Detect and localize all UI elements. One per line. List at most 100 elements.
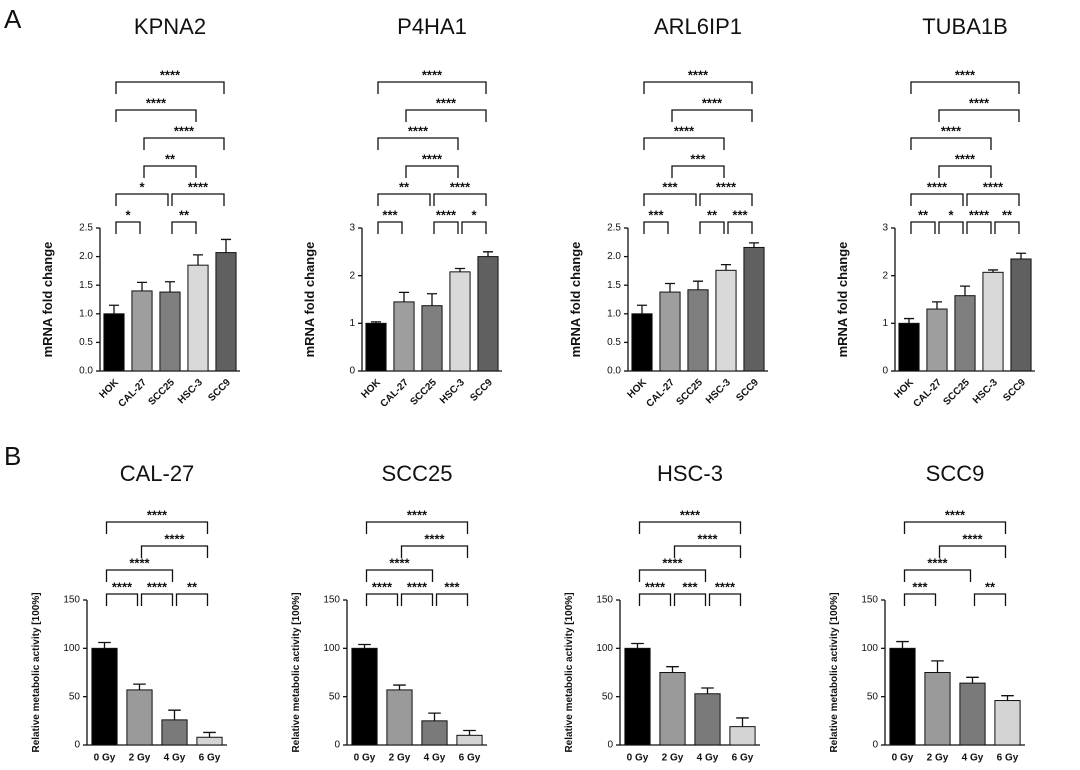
bar <box>959 682 986 746</box>
significance-bracket <box>699 193 753 206</box>
significance-bracket <box>115 193 169 206</box>
significance-label: **** <box>146 95 167 110</box>
x-tick-label: SCC25 <box>941 377 972 408</box>
bar <box>994 700 1021 746</box>
y-tick-label: 100 <box>63 643 80 654</box>
significance-bracket <box>171 221 197 234</box>
significance-bracket <box>105 521 209 534</box>
y-axis-label: Relative metabolic activity [100%] <box>564 592 575 752</box>
x-tick-label: SCC25 <box>146 377 177 408</box>
significance-bracket <box>377 81 487 94</box>
x-tick-label: HSC-3 <box>176 377 205 406</box>
x-tick-label: HSC-3 <box>971 377 1000 406</box>
significance-label: **** <box>662 555 683 570</box>
bar <box>386 689 413 746</box>
significance-bracket <box>377 221 403 234</box>
error-bar <box>903 317 915 324</box>
error-bar <box>108 304 120 314</box>
significance-label: ** <box>918 207 929 222</box>
error-bar <box>987 269 999 273</box>
significance-bracket <box>143 137 225 150</box>
x-tick-label: 2 Gy <box>662 753 684 764</box>
significance-label: **** <box>147 507 168 522</box>
bar <box>103 313 125 372</box>
significance-bracket <box>638 569 707 582</box>
significance-label: **** <box>680 507 701 522</box>
x-tick-label: CAL-27 <box>911 377 944 410</box>
bar <box>687 289 709 372</box>
significance-label: **** <box>955 67 976 82</box>
significance-label: ** <box>399 179 410 194</box>
error-bar <box>358 643 371 649</box>
bar <box>659 672 686 746</box>
significance-bracket <box>643 193 697 206</box>
significance-label: * <box>471 207 477 222</box>
significance-label: **** <box>436 95 457 110</box>
x-tick-label: CAL-27 <box>116 377 149 410</box>
error-bar <box>370 321 382 324</box>
bar <box>393 301 415 372</box>
significance-label: **** <box>407 507 428 522</box>
significance-label: *** <box>732 207 748 222</box>
significance-label: ** <box>985 579 996 594</box>
x-tick-label: SCC9 <box>468 377 495 404</box>
bar <box>743 246 765 372</box>
significance-label: ** <box>1002 207 1013 222</box>
significance-bracket <box>973 593 1007 606</box>
significance-label: **** <box>716 179 737 194</box>
chart-title: CAL-27 <box>120 461 195 486</box>
significance-bracket <box>910 137 992 150</box>
significance-bracket <box>903 593 937 606</box>
significance-bracket <box>435 593 469 606</box>
significance-label: *** <box>648 207 664 222</box>
significance-label: **** <box>372 579 393 594</box>
significance-label: *** <box>912 579 928 594</box>
significance-label: **** <box>645 579 666 594</box>
significance-label: **** <box>147 579 168 594</box>
significance-bracket <box>673 593 707 606</box>
y-tick-label: 150 <box>596 595 613 606</box>
y-axis-label: Relative metabolic activity [100%] <box>829 592 840 752</box>
bar <box>456 734 483 746</box>
y-tick-label: 100 <box>596 643 613 654</box>
error-bar <box>701 687 714 694</box>
significance-bracket <box>638 593 672 606</box>
chart-title: KPNA2 <box>134 14 206 39</box>
significance-bracket <box>938 545 1007 558</box>
significance-bracket <box>405 109 487 122</box>
x-tick-label: HOK <box>892 377 916 401</box>
y-axis-label: Relative metabolic activity [100%] <box>31 592 42 752</box>
bar <box>715 269 737 372</box>
significance-bracket <box>910 193 964 206</box>
error-bar <box>636 304 648 314</box>
significance-label: **** <box>129 555 150 570</box>
significance-label: **** <box>955 151 976 166</box>
significance-label: * <box>139 179 145 194</box>
error-bar <box>398 291 410 302</box>
significance-label: *** <box>682 579 698 594</box>
panel-label: B <box>4 441 21 471</box>
significance-bracket <box>400 593 434 606</box>
error-bar <box>192 254 204 266</box>
bar <box>196 736 223 746</box>
y-tick-label: 1 <box>349 318 355 329</box>
chart-title: TUBA1B <box>922 14 1008 39</box>
x-tick-label: 4 Gy <box>962 753 984 764</box>
significance-label: **** <box>927 555 948 570</box>
bar <box>421 305 443 372</box>
bar <box>449 271 471 372</box>
bar <box>982 271 1004 372</box>
chart-title: SCC25 <box>382 461 453 486</box>
bar <box>161 719 188 746</box>
significance-label: **** <box>422 151 443 166</box>
x-tick-label: 6 Gy <box>199 753 221 764</box>
significance-bracket <box>910 81 1020 94</box>
y-tick-label: 0 <box>334 740 340 751</box>
x-tick-label: 0 Gy <box>627 753 649 764</box>
error-bar <box>1001 695 1014 701</box>
y-tick-label: 50 <box>69 691 81 702</box>
y-tick-label: 1.0 <box>607 308 621 319</box>
x-tick-label: HSC-3 <box>438 377 467 406</box>
bar <box>624 647 651 746</box>
